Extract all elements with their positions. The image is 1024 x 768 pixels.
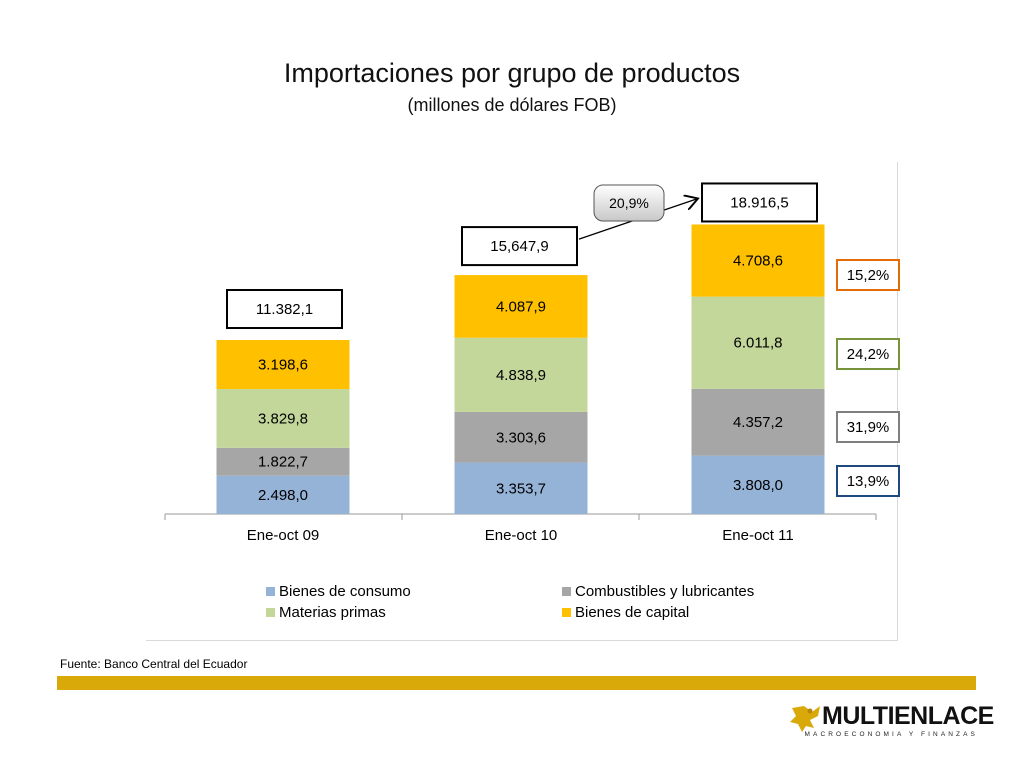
growth-label: 20,9% [609, 195, 649, 211]
brand-name: MULTIENLACE [822, 702, 994, 730]
data-label-1-0: 3.353,7 [496, 480, 546, 497]
slide-subtitle: (millones de dólares FOB) [407, 95, 617, 115]
total-box-2 [701, 182, 818, 223]
legend-label-3: Bienes de capital [575, 604, 689, 621]
bar-segment-0-3 [216, 340, 350, 390]
data-label-1-1: 3.303,6 [496, 429, 546, 446]
source-note: Fuente: Banco Central del Ecuador [60, 657, 248, 671]
share-box-1 [836, 338, 900, 370]
x-tick-label-0: Ene-oct 09 [247, 527, 320, 544]
bar-segment-0-1 [216, 447, 350, 476]
data-label-1-2: 4.838,9 [496, 367, 546, 384]
total-label-1: 15,647,9 [490, 238, 548, 255]
legend-swatch-2 [266, 608, 275, 617]
data-label-2-0: 3.808,0 [733, 477, 783, 494]
data-label-0-3: 3.198,6 [258, 357, 308, 374]
data-label-0-0: 2.498,0 [258, 487, 308, 504]
legend-label-1: Combustibles y lubricantes [575, 583, 754, 600]
bar-segment-0-2 [216, 389, 350, 448]
legend-swatch-3 [562, 608, 571, 617]
bar-segment-1-3 [454, 275, 588, 338]
data-label-2-2: 6.011,8 [734, 335, 783, 352]
footer-accent-bar [57, 676, 976, 690]
share-box-3 [836, 465, 900, 497]
bar-segment-1-2 [454, 337, 588, 412]
legend-label-2: Materias primas [279, 604, 386, 621]
share-box-2 [836, 411, 900, 443]
total-box-1 [461, 226, 578, 267]
legend-label-0: Bienes de consumo [279, 583, 411, 600]
legend-swatch-1 [562, 587, 571, 596]
chart-frame [146, 162, 898, 641]
data-label-0-1: 1.822,7 [258, 454, 308, 471]
data-label-2-1: 4.357,2 [733, 414, 783, 431]
total-box-0 [226, 289, 343, 330]
data-label-1-3: 4.087,9 [496, 298, 546, 315]
total-label-0: 11.382,1 [256, 301, 313, 318]
multienlace-logo-icon [790, 706, 820, 732]
stacked-bar-chart: 2.498,0 1.822,7 3.829,8 3.198,6 Ene-oct 09 3.… [164, 182, 900, 621]
bar-segment-1-1 [454, 411, 588, 463]
share-label-3: 13,9% [847, 473, 890, 490]
legend-swatch-0 [266, 587, 275, 596]
bar-segment-2-2 [691, 296, 825, 389]
bar-segment-2-3 [691, 224, 825, 297]
growth-callout [593, 184, 665, 222]
bar-segment-0-0 [216, 475, 350, 514]
share-label-2: 31,9% [847, 419, 890, 436]
data-label-0-2: 3.829,8 [258, 410, 308, 427]
data-label-2-3: 4.708,6 [733, 253, 783, 270]
slide-title: Importaciones por grupo de productos [283, 58, 741, 88]
x-tick-label-1: Ene-oct 10 [485, 527, 558, 544]
bar-segment-2-1 [691, 388, 825, 456]
total-label-2: 18.916,5 [730, 194, 788, 211]
brand-tagline: MACROECONOMIA Y FINANZAS [804, 731, 978, 738]
share-label-0: 15,2% [847, 267, 890, 284]
share-box-0 [836, 259, 900, 291]
bar-segment-1-0 [454, 462, 588, 514]
bar-segment-2-0 [691, 455, 825, 514]
share-label-1: 24,2% [847, 346, 890, 363]
x-tick-label-2: Ene-oct 11 [722, 527, 793, 544]
